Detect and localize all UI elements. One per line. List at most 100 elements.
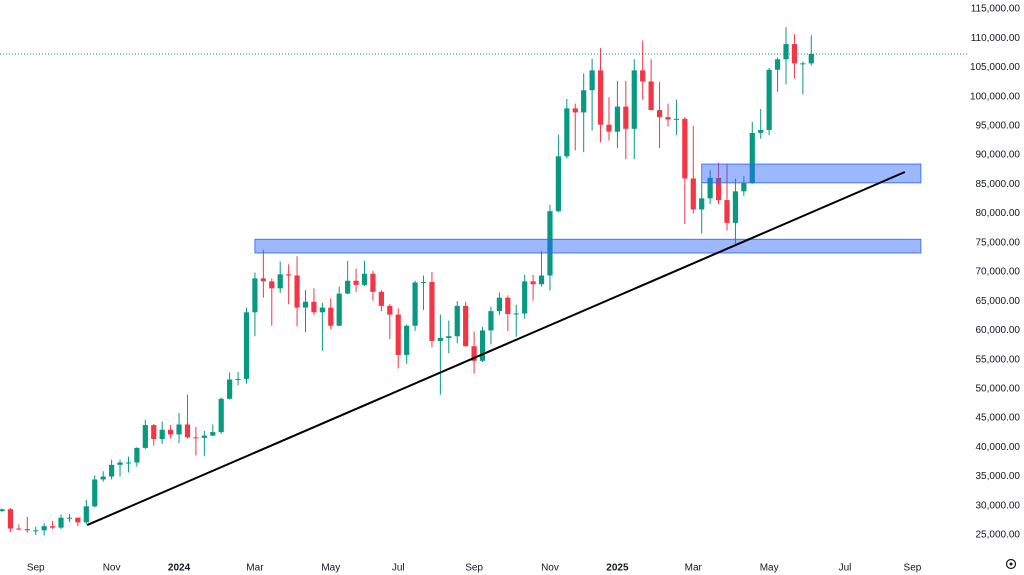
candle-body: [117, 462, 123, 465]
candle-body: [732, 191, 739, 223]
candle: [49, 520, 56, 530]
candle: [715, 162, 722, 205]
candle-body: [530, 281, 536, 285]
candle-body: [463, 305, 469, 347]
candle: [581, 73, 587, 153]
candle-body: [218, 398, 224, 433]
candle-body: [134, 447, 140, 463]
candle-body: [100, 476, 106, 480]
candle: [210, 424, 216, 437]
candle: [100, 471, 106, 482]
candle: [24, 516, 30, 533]
x-tick-label: Sep: [465, 563, 483, 574]
candle-body: [741, 183, 747, 192]
candle: [774, 57, 781, 92]
candle: [538, 250, 545, 287]
candle-body: [800, 63, 806, 65]
candle-body: [488, 311, 494, 331]
candle-body: [758, 129, 764, 133]
y-tick-label: 100,000.00: [970, 91, 1020, 102]
candle-body: [572, 108, 578, 113]
candle: [547, 204, 553, 291]
settings-icon[interactable]: [1005, 558, 1017, 570]
candle-body: [277, 274, 283, 289]
candle: [142, 419, 148, 450]
candle: [294, 256, 300, 327]
candle: [235, 371, 241, 386]
candle: [808, 35, 814, 66]
y-tick-label: 70,000.00: [976, 267, 1021, 278]
candle-body: [7, 509, 14, 529]
candle: [572, 103, 578, 151]
candle: [437, 314, 443, 395]
candle: [83, 499, 89, 525]
candle-body: [395, 314, 401, 355]
candle-body: [83, 506, 89, 523]
candle-body: [125, 462, 132, 464]
candle-body: [235, 378, 241, 380]
candle-body: [623, 106, 629, 129]
candle-body: [640, 70, 646, 82]
candle: [218, 397, 224, 434]
candle-body: [564, 108, 570, 157]
candle: [420, 275, 427, 310]
candle-body: [58, 517, 64, 528]
candle-body: [808, 53, 814, 64]
zone: [254, 238, 922, 254]
candle-body: [252, 278, 258, 313]
gear-ring[interactable]: [1005, 558, 1017, 570]
candle-body: [41, 526, 47, 531]
candle: [699, 182, 705, 234]
candle-body: [690, 178, 696, 210]
candle-body: [522, 281, 528, 314]
candle: [656, 82, 663, 149]
candle-body: [243, 312, 250, 379]
candle-body: [345, 280, 351, 294]
candle: [201, 430, 207, 457]
candle-body: [505, 297, 511, 315]
candle: [336, 286, 342, 327]
candle: [328, 298, 334, 330]
candle-body: [227, 379, 233, 399]
candle: [505, 295, 511, 332]
y-tick-label: 45,000.00: [976, 413, 1021, 424]
candle: [800, 61, 806, 95]
candle-body: [555, 156, 561, 212]
candle-body: [404, 325, 410, 355]
candle: [92, 475, 98, 508]
x-tick-label: Sep: [904, 563, 922, 574]
candle-body: [589, 70, 595, 91]
candle-body: [766, 69, 772, 130]
candle-body: [791, 44, 798, 64]
candle: [791, 34, 798, 79]
candle-body: [631, 70, 637, 129]
x-tick-label: Nov: [103, 563, 121, 574]
gear-hub[interactable]: [1009, 562, 1013, 566]
candle-body: [454, 305, 460, 337]
x-tick-label: May: [760, 563, 779, 574]
y-tick-label: 65,000.00: [976, 296, 1021, 307]
candle: [269, 278, 275, 326]
candle: [707, 169, 713, 205]
candle-body: [193, 437, 199, 439]
candle-body: [328, 307, 334, 326]
candle: [387, 304, 393, 340]
candle-body: [184, 424, 191, 438]
y-tick-label: 55,000.00: [976, 354, 1021, 365]
candle: [606, 97, 612, 141]
candle-body: [648, 81, 654, 111]
x-tick-label: Mar: [685, 563, 703, 574]
candle: [479, 326, 486, 362]
candle-body: [412, 282, 418, 326]
candle-body: [429, 281, 435, 341]
candle: [159, 421, 165, 444]
candle: [758, 108, 764, 139]
candle-body: [319, 307, 325, 313]
candle: [513, 304, 519, 337]
candle-body: [665, 117, 671, 120]
y-tick-label: 80,000.00: [976, 208, 1021, 219]
candle: [623, 80, 629, 160]
candle: [286, 264, 292, 305]
candle: [404, 324, 410, 364]
candle: [783, 27, 789, 85]
